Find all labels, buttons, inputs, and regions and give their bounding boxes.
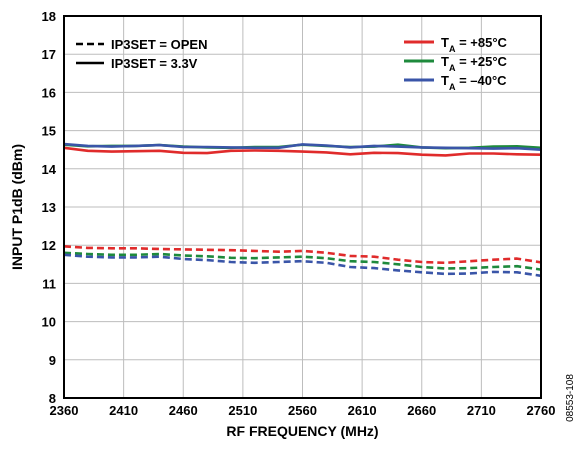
x-tick-label: 2710	[467, 403, 496, 418]
legend-label-temp: TA = +25°C	[441, 54, 508, 73]
y-tick-label: 13	[42, 200, 56, 215]
x-tick-label: 2460	[169, 403, 198, 418]
y-tick-label: 12	[42, 238, 56, 253]
y-tick-label: 18	[42, 9, 56, 24]
y-tick-label: 11	[42, 276, 56, 291]
x-tick-label: 2510	[228, 403, 257, 418]
legend-temperature: TA = +85°CTA = +25°CTA = –40°C	[404, 35, 508, 92]
x-tick-label: 2360	[50, 403, 79, 418]
y-tick-label: 10	[42, 315, 56, 330]
y-tick-label: 17	[42, 47, 56, 62]
series-line-33v-40	[63, 142, 542, 151]
y-tick-label: 8	[49, 391, 56, 406]
series-line-open-40	[63, 253, 542, 278]
x-axis-title: RF FREQUENCY (MHz)	[226, 423, 378, 439]
series-line-33v-85	[63, 146, 542, 157]
x-tick-labels: 2360 2410 2460 2510 2560 2610 2660 2710 2760	[50, 403, 556, 418]
legend-label-ip3set: IP3SET = OPEN	[111, 37, 207, 52]
y-tick-label: 16	[42, 85, 56, 100]
legend-ip3set: IP3SET = OPEN IP3SET = 3.3V	[76, 37, 207, 71]
x-tick-label: 2660	[407, 403, 436, 418]
x-tick-label: 2410	[109, 403, 138, 418]
x-tick-label: 2610	[348, 403, 377, 418]
series-lines	[63, 142, 542, 278]
plot-frame	[63, 15, 542, 399]
series-line-open-25	[63, 251, 542, 271]
series-line-open-85	[63, 245, 542, 265]
y-tick-label: 9	[49, 353, 56, 368]
y-axis-title: INPUT P1dB (dBm)	[9, 144, 25, 270]
y-tick-label: 14	[42, 162, 57, 177]
legend-label-temp: TA = +85°C	[441, 35, 508, 54]
x-tick-label: 2760	[527, 403, 556, 418]
legend-label-ip3set: IP3SET = 3.3V	[111, 56, 198, 71]
figure-id: 08553-108	[565, 374, 576, 422]
y-tick-labels: 8 9 10 11 12 13 14 15 16 17 18	[42, 9, 57, 406]
x-tick-label: 2560	[288, 403, 317, 418]
legend-label-temp: TA = –40°C	[441, 73, 507, 92]
y-tick-label: 15	[42, 124, 56, 139]
